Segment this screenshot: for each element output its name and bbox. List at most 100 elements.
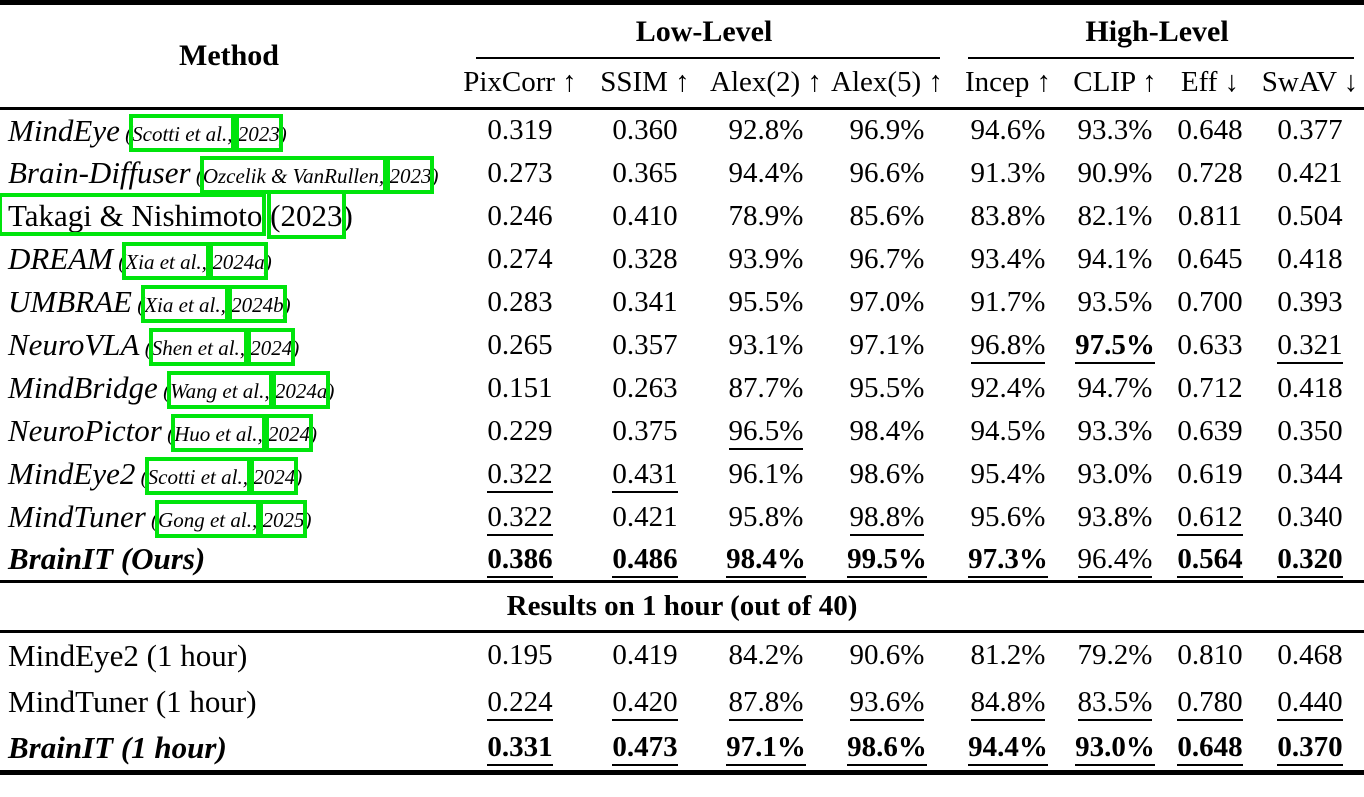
metric-value-cell: 0.341: [582, 281, 708, 324]
table-row: MindEye2 (Scotti et al., 2024) 0.322 0.431…: [0, 453, 1364, 496]
section-heading: Results on 1 hour (out of 40): [0, 580, 1364, 633]
method-name-citation-link[interactable]: Takagi & Nishimoto: [8, 198, 263, 233]
metric-value: 0.619: [1177, 457, 1243, 490]
metric-value: 0.274: [487, 242, 553, 275]
metric-value-cell: 97.0%: [824, 281, 950, 324]
metric-value-cell: 0.612: [1164, 496, 1256, 539]
citation-link[interactable]: 2023: [237, 121, 280, 146]
citation-open-paren: (: [144, 336, 152, 360]
citation-link[interactable]: Gong et al.,: [158, 508, 258, 532]
metric-value-cell: 0.274: [458, 238, 582, 281]
metric-header-alex5: Alex(5) ↑: [824, 58, 951, 110]
metric-value: 0.473: [612, 731, 678, 767]
metric-value: 0.486: [612, 542, 678, 578]
metric-value: 79.2%: [1077, 639, 1153, 672]
method-name: BrainIT (1 hour): [8, 729, 227, 765]
metric-value-cell: 0.648: [1164, 726, 1256, 773]
citation-link[interactable]: 2024a: [212, 250, 265, 274]
metric-value: 94.4%: [968, 731, 1048, 767]
metric-value-cell: 0.365: [582, 152, 708, 195]
metric-value: 87.7%: [728, 371, 804, 404]
metric-value-cell: 0.421: [582, 496, 708, 539]
table-row: UMBRAE (Xia et al., 2024b) 0.283 0.341 95.5…: [0, 281, 1364, 324]
method-name: NeuroPictor: [8, 413, 162, 448]
metric-value-cell: 94.4%: [708, 152, 824, 195]
citation-link[interactable]: 2024: [268, 422, 310, 446]
citation-link[interactable]: 2024b: [231, 293, 284, 317]
metric-value: 0.195: [487, 639, 553, 672]
metric-value: 0.151: [487, 371, 553, 404]
metric-value: 0.639: [1177, 414, 1243, 447]
table-row: NeuroPictor (Huo et al., 2024) 0.229 0.375…: [0, 410, 1364, 453]
metric-value-cell: 0.431: [582, 453, 708, 496]
metric-value-cell: 0.195: [458, 632, 582, 679]
metric-value-cell: 0.440: [1256, 679, 1364, 726]
metric-value: 0.419: [612, 639, 678, 672]
metric-value: 0.612: [1177, 500, 1243, 536]
metric-value-cell: 0.344: [1256, 453, 1364, 496]
table-row: MindEye2 (1 hour) 0.195 0.419 84.2% 90.6% 81.…: [0, 632, 1364, 679]
citation-link[interactable]: 2023: [389, 164, 432, 188]
metric-value: 0.283: [487, 285, 553, 318]
method-cell: NeuroVLA (Shen et al., 2024): [0, 324, 458, 367]
citation-open-paren: (: [195, 164, 203, 188]
method-cell: BrainIT (Ours): [0, 539, 458, 582]
citation-link[interactable]: Scotti et al.,: [132, 121, 233, 146]
metric-value-cell: 93.3%: [1066, 109, 1164, 152]
metric-value: 0.273: [487, 156, 553, 189]
citation-link[interactable]: (2023: [270, 198, 343, 233]
metric-value-cell: 94.7%: [1066, 367, 1164, 410]
citation-link[interactable]: Scotti et al.,: [147, 465, 248, 489]
metric-value: 83.5%: [1077, 685, 1153, 721]
metric-header-ssim: SSIM ↑: [582, 58, 708, 110]
metric-value-cell: 83.5%: [1066, 679, 1164, 726]
metric-value: 94.6%: [970, 114, 1046, 147]
method-cell: NeuroPictor (Huo et al., 2024): [0, 410, 458, 453]
citation: (Ozcelik & VanRullen, 2023): [191, 164, 439, 188]
metric-value: 0.780: [1177, 685, 1243, 721]
metric-value: 98.4%: [726, 542, 806, 578]
metric-value-cell: 0.639: [1164, 410, 1256, 453]
metric-value-cell: 0.810: [1164, 632, 1256, 679]
metric-value-cell: 0.386: [458, 539, 582, 582]
method-name: MindTuner (1 hour): [8, 684, 257, 719]
citation-link[interactable]: 2025: [262, 508, 305, 532]
metric-value: 0.633: [1177, 328, 1243, 361]
metric-value-cell: 94.1%: [1066, 238, 1164, 281]
metric-value: 85.6%: [849, 199, 925, 232]
citation: (Shen et al., 2024): [139, 336, 300, 360]
citation-link[interactable]: Xia et al.,: [125, 250, 207, 274]
citation-link[interactable]: Wang et al.,: [170, 379, 270, 403]
metric-value-cell: 79.2%: [1066, 632, 1164, 679]
metric-value-cell: 96.4%: [1066, 539, 1164, 582]
citation-close-paren: ): [279, 121, 287, 146]
metric-value: 78.9%: [728, 199, 804, 232]
citation-link[interactable]: 2024: [253, 465, 296, 489]
citation-link[interactable]: Huo et al.,: [174, 422, 263, 446]
metric-value-cell: 0.700: [1164, 281, 1256, 324]
method-column-header: Method: [0, 2, 458, 110]
metric-value: 0.357: [612, 328, 678, 361]
metric-value-cell: 0.360: [582, 109, 708, 152]
metric-value-cell: 87.7%: [708, 367, 824, 410]
table-row: Brain-Diffuser (Ozcelik & VanRullen, 202…: [0, 152, 1364, 195]
citation-link[interactable]: 2024a: [274, 379, 328, 403]
citation-link[interactable]: 2024: [250, 336, 293, 360]
citation-link[interactable]: Shen et al.,: [151, 336, 246, 360]
metric-value-cell: 91.7%: [950, 281, 1066, 324]
method-name: MindEye2: [8, 456, 136, 491]
metric-value: 0.375: [612, 414, 678, 447]
citation-link[interactable]: Ozcelik & VanRullen,: [202, 164, 385, 188]
citation-link[interactable]: Xia et al.,: [144, 293, 226, 317]
metric-value-cell: 83.8%: [950, 195, 1066, 238]
metric-value-cell: 97.5%: [1066, 324, 1164, 367]
citation-close-paren: ): [295, 465, 303, 489]
metric-value: 93.1%: [728, 328, 804, 361]
metric-value: 0.319: [487, 114, 553, 147]
metric-value-cell: 85.6%: [824, 195, 950, 238]
metric-value-cell: 96.7%: [824, 238, 950, 281]
metric-value-cell: 96.9%: [824, 109, 950, 152]
metric-value-cell: 0.619: [1164, 453, 1256, 496]
method-name: MindEye2 (1 hour): [8, 637, 248, 673]
citation: (Scotti et al., 2024): [135, 465, 303, 489]
